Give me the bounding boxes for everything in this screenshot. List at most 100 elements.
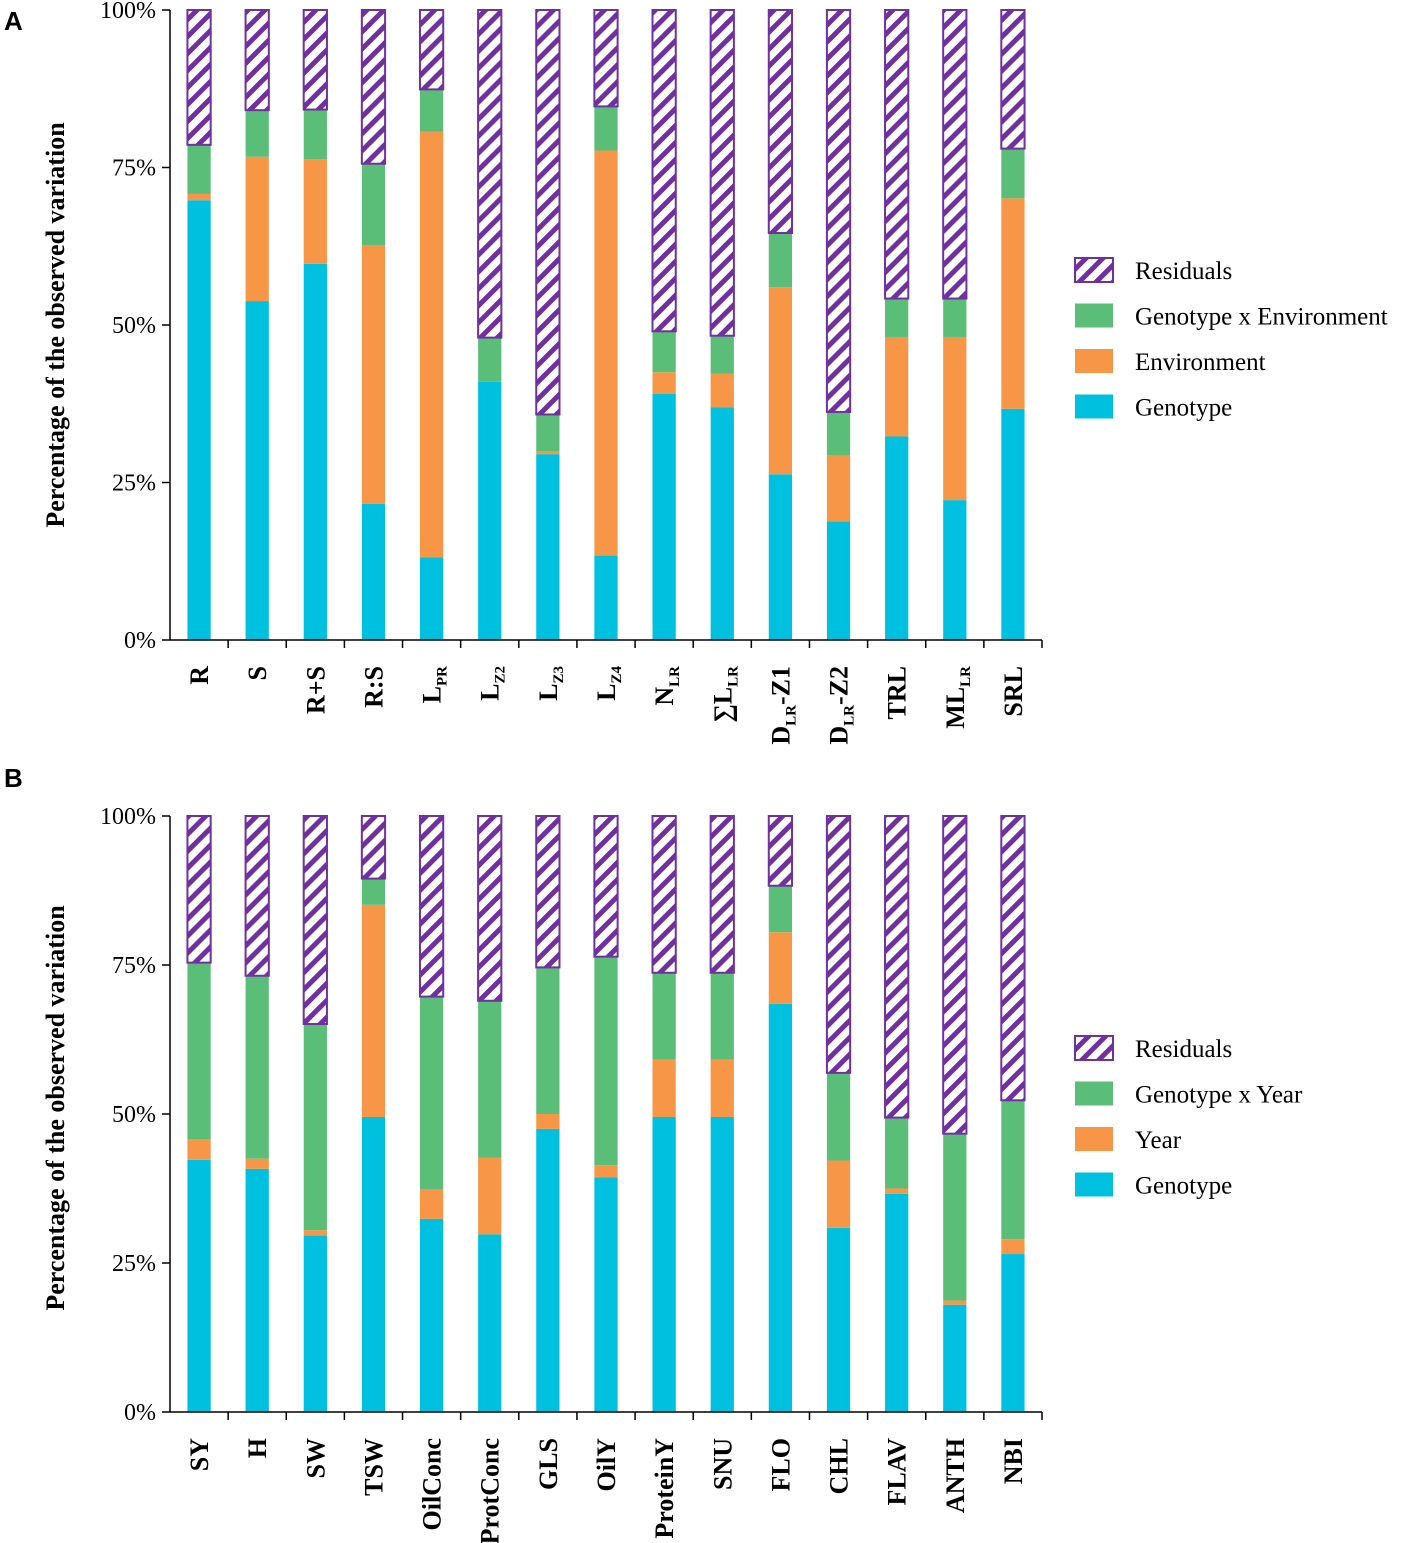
panel-b-bar-genotype bbox=[768, 1003, 793, 1412]
panel-a-axes bbox=[169, 10, 1043, 648]
panel-a-category-label: R bbox=[185, 666, 214, 685]
panel-a-legend-swatch-residuals bbox=[1074, 257, 1114, 283]
panel-b-bar-residuals bbox=[709, 815, 735, 974]
panel-b-legend-label-residuals: Residuals bbox=[1135, 1036, 1232, 1063]
panel-a-bar-environment bbox=[303, 159, 327, 264]
panel-b-legend-label-genotype: Genotype bbox=[1135, 1173, 1232, 1200]
panel-a-bar-residuals bbox=[360, 9, 387, 165]
panel-a-ytick-label: 0% bbox=[124, 628, 156, 654]
panel-a-bar-genotype bbox=[594, 555, 618, 640]
panel-b-categories: SY H SW TSW OilConc ProtConc GLS OilY ProteinY SN… bbox=[185, 1438, 1028, 1543]
panel-b-bar-genotype-x-year bbox=[768, 885, 793, 933]
panel-b-bar-residuals bbox=[535, 815, 561, 969]
panel-b-bar-residuals bbox=[942, 815, 968, 1135]
panel-a-legend-swatch-environment bbox=[1075, 349, 1113, 373]
panel-a-bar-residuals bbox=[593, 9, 619, 108]
panel-b-bar-residuals bbox=[477, 815, 503, 1002]
panel-b-category-label: ProtConc bbox=[476, 1438, 505, 1543]
panel-a-category-label: NLR bbox=[650, 666, 683, 706]
panel-b-bar-genotype bbox=[419, 1218, 444, 1412]
panel-a-bar-environment bbox=[652, 372, 676, 394]
panel-a-bar-genotype-x-environment bbox=[943, 298, 967, 337]
panel-a-category-label: LZ2 bbox=[476, 666, 509, 701]
panel-a-bar-residuals bbox=[535, 9, 561, 416]
panel-b-bars bbox=[186, 815, 1026, 1412]
panel-b-category-label: H bbox=[243, 1438, 272, 1458]
panel-a-bars bbox=[186, 9, 1026, 640]
panel-b-category-label: FLO bbox=[766, 1438, 795, 1491]
panel-b-legend: Residuals Genotype x Year Year Genotype bbox=[1074, 1035, 1303, 1200]
panel-a-bar-environment bbox=[1001, 198, 1025, 409]
panel-a-bar-genotype-x-environment bbox=[478, 337, 502, 382]
panel-a-ytick-label: 50% bbox=[112, 313, 156, 339]
panel-a-bar-genotype-x-environment bbox=[768, 233, 793, 288]
panel-a-bar-genotype-x-environment bbox=[826, 411, 851, 456]
panel-b-bar-residuals bbox=[418, 815, 445, 998]
panel-b-bar-genotype-x-year bbox=[245, 975, 269, 1159]
panel-a-category-label: ∑LLR bbox=[708, 666, 741, 723]
panel-b-bar-year bbox=[652, 1059, 676, 1117]
panel-b-category-label: ProteinY bbox=[650, 1438, 679, 1539]
panel-b-legend-swatch-genotype bbox=[1075, 1172, 1113, 1197]
panel-b-bar-residuals bbox=[651, 815, 677, 974]
panel-a-bar-environment bbox=[245, 156, 269, 302]
panel-a-bar-genotype bbox=[652, 393, 676, 640]
panel-b-ytick-label: 75% bbox=[112, 953, 156, 979]
panel-a-category-label: DLR-Z1 bbox=[766, 666, 799, 745]
panel-a-legend-label-genotype-x-environment: Genotype x Environment bbox=[1135, 304, 1388, 331]
panel-a-ytick-label: 25% bbox=[112, 471, 156, 497]
panel-a-bar-genotype bbox=[1001, 408, 1025, 640]
panel-a-category-label: MLLR bbox=[941, 666, 974, 729]
panel-a-yticks: 0% 25% 50% 75% 100% bbox=[100, 0, 170, 654]
panel-a-legend-label-residuals: Residuals bbox=[1135, 258, 1232, 285]
panel-b-bar-genotype-x-year bbox=[419, 996, 444, 1190]
panel-a-bar-environment bbox=[536, 451, 560, 455]
panel-b-bar-year bbox=[419, 1189, 444, 1219]
panel-a-bar-residuals bbox=[302, 9, 328, 111]
panel-b-bar-genotype bbox=[361, 1116, 386, 1412]
panel-b-bar-genotype-x-year bbox=[361, 878, 386, 905]
panel-a-bar-environment bbox=[187, 193, 211, 201]
panel-b-category-label: OilY bbox=[592, 1438, 621, 1492]
panel-a-bar-environment bbox=[419, 131, 444, 558]
panel-a-category-label: DLR-Z2 bbox=[825, 666, 858, 745]
panel-a-bar-genotype-x-environment bbox=[710, 335, 734, 374]
panel-a-letter: A bbox=[4, 6, 23, 36]
panel-b-bar-genotype bbox=[594, 1177, 618, 1412]
panel-a-category-label: LZ4 bbox=[592, 666, 625, 701]
panel-a-bar-genotype-x-environment bbox=[245, 110, 269, 157]
panel-b-ytick-label: 100% bbox=[100, 804, 156, 830]
panel-a-legend-swatch-genotype-x-environment bbox=[1075, 303, 1113, 328]
panel-a-category-label: TRL bbox=[883, 666, 912, 719]
panel-a-bar-genotype-x-environment bbox=[1001, 148, 1025, 199]
panel-b-bar-residuals bbox=[360, 815, 387, 880]
panel-b-legend-label-year: Year bbox=[1135, 1127, 1182, 1154]
panel-b-bar-genotype-x-year bbox=[943, 1133, 967, 1301]
panel-b-bar-genotype bbox=[536, 1128, 560, 1412]
panel-a-bar-residuals bbox=[418, 9, 445, 91]
panel-a-bar-residuals bbox=[709, 9, 735, 337]
panel-b-bar-residuals bbox=[593, 815, 619, 958]
panel-a-bar-residuals bbox=[942, 9, 968, 300]
panel-b-legend-swatch-genotype-x-year bbox=[1075, 1081, 1113, 1106]
panel-b-bar-genotype bbox=[710, 1116, 734, 1412]
panel-b-bar-year bbox=[245, 1158, 269, 1169]
panel-b-bar-year bbox=[1001, 1239, 1025, 1255]
panel-b-bar-residuals bbox=[302, 815, 328, 1026]
panel-a-category-label: S bbox=[243, 666, 272, 680]
panel-b-category-label: SNU bbox=[708, 1438, 737, 1490]
panel-a-legend-label-genotype: Genotype bbox=[1135, 395, 1232, 422]
panel-b-ytick-label: 50% bbox=[112, 1102, 156, 1128]
panel-a-bar-residuals bbox=[244, 9, 270, 112]
panel-a-bar-genotype bbox=[187, 200, 211, 640]
panel-b-category-label: CHL bbox=[825, 1438, 854, 1494]
panel-b-category-label: SW bbox=[301, 1438, 330, 1478]
panel-a-bar-environment bbox=[594, 150, 618, 556]
panel-b-bar-genotype-x-year bbox=[710, 972, 734, 1060]
panel-b-bar-genotype bbox=[652, 1116, 676, 1412]
panel-a-category-label: R:S bbox=[359, 666, 388, 708]
panel-b-bar-genotype-x-year bbox=[1001, 1100, 1025, 1240]
panel-a-bar-genotype bbox=[943, 500, 967, 640]
panel-a-bar-genotype-x-environment bbox=[303, 109, 327, 160]
